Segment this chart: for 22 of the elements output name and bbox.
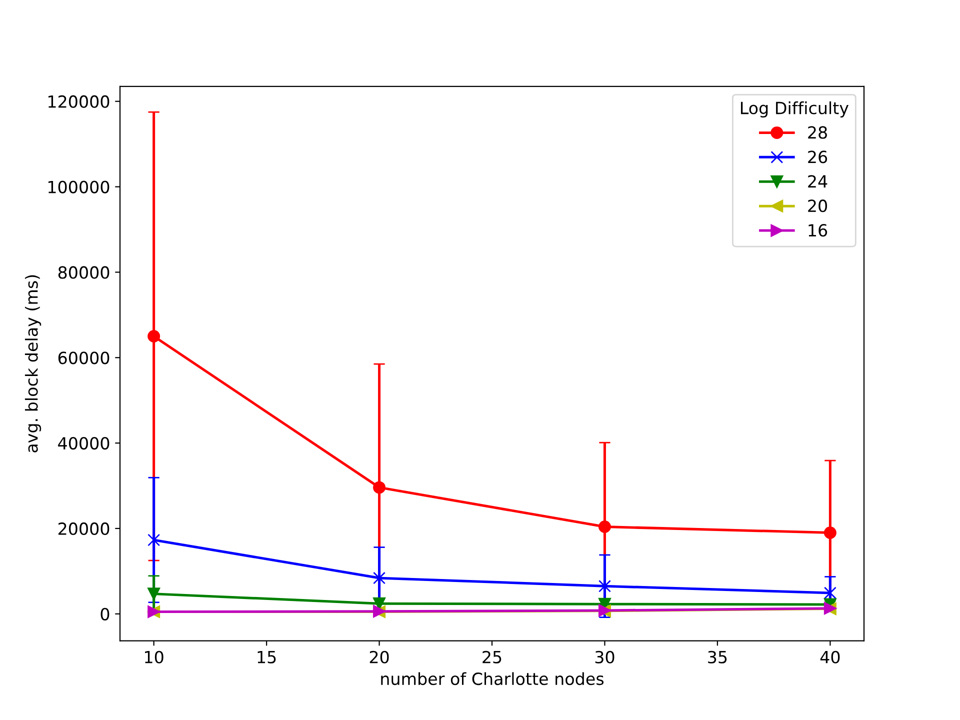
y-tick-label: 0 bbox=[100, 608, 110, 620]
legend-label: 26 bbox=[808, 150, 828, 164]
y-tick-label: 100000 bbox=[48, 180, 110, 194]
x-tick-label: 10 bbox=[145, 650, 164, 664]
legend-label: 20 bbox=[808, 200, 828, 212]
y-axis-title: avg. block delay (ms) bbox=[24, 275, 42, 452]
y-tick-label: 120000 bbox=[48, 95, 110, 108]
legend-label: 16 bbox=[808, 224, 828, 237]
legend-label: 28 bbox=[808, 126, 827, 139]
legend-label: 24 bbox=[808, 175, 828, 188]
y-tick-label: 80000 bbox=[58, 266, 110, 279]
y-tick-label: 60000 bbox=[58, 352, 110, 364]
x-axis-title: number of Charlotte nodes bbox=[381, 672, 604, 686]
y-tick-label: 40000 bbox=[58, 437, 110, 450]
x-tick-label: 20 bbox=[370, 650, 389, 664]
x-tick-label: 25 bbox=[482, 650, 502, 664]
x-tick-label: 40 bbox=[820, 650, 840, 664]
x-tick-label: 30 bbox=[595, 650, 614, 664]
x-tick-label: 15 bbox=[258, 651, 276, 664]
legend-title: Log Difficulty bbox=[740, 101, 849, 118]
y-tick-label: 20000 bbox=[58, 522, 110, 536]
x-tick-label: 35 bbox=[708, 650, 727, 664]
